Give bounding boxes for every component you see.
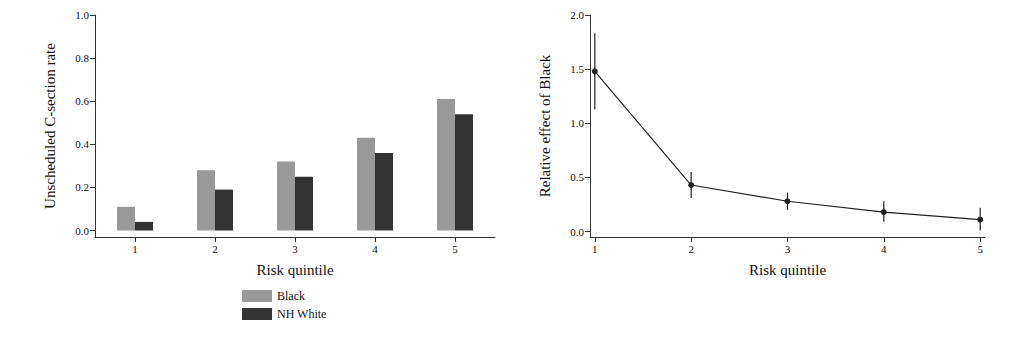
svg-text:1.0: 1.0 xyxy=(570,117,584,129)
svg-text:Risk quintile: Risk quintile xyxy=(256,262,333,278)
svg-text:2: 2 xyxy=(688,243,694,255)
svg-text:5: 5 xyxy=(977,243,983,255)
svg-text:NH White: NH White xyxy=(277,307,326,321)
svg-text:1.0: 1.0 xyxy=(75,9,89,21)
svg-text:2.0: 2.0 xyxy=(570,9,584,21)
svg-text:0.8: 0.8 xyxy=(75,52,89,64)
svg-text:4: 4 xyxy=(881,243,887,255)
svg-text:5: 5 xyxy=(452,243,458,255)
svg-text:Risk quintile: Risk quintile xyxy=(749,262,826,278)
svg-text:4: 4 xyxy=(372,243,378,255)
svg-text:0.6: 0.6 xyxy=(75,95,89,107)
svg-text:0.0: 0.0 xyxy=(570,226,584,238)
svg-text:2: 2 xyxy=(212,243,218,255)
svg-text:0.5: 0.5 xyxy=(570,171,584,183)
svg-text:3: 3 xyxy=(785,243,791,255)
svg-text:1.5: 1.5 xyxy=(570,63,584,75)
svg-text:1: 1 xyxy=(592,243,598,255)
svg-text:0.0: 0.0 xyxy=(75,225,89,237)
svg-text:0.4: 0.4 xyxy=(75,138,89,150)
svg-text:Black: Black xyxy=(277,289,305,303)
svg-text:Relative effect of Black: Relative effect of Black xyxy=(537,54,553,197)
svg-text:3: 3 xyxy=(292,243,298,255)
svg-text:0.2: 0.2 xyxy=(75,181,89,193)
svg-text:1: 1 xyxy=(132,243,138,255)
svg-text:Unscheduled C-section rate: Unscheduled C-section rate xyxy=(42,43,58,209)
